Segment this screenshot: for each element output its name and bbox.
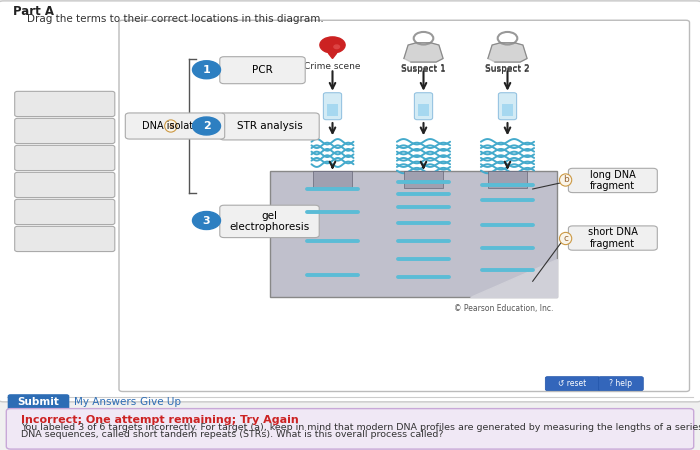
Text: Suspect 2: Suspect 2	[485, 64, 530, 73]
Text: Suspect 2: Suspect 2	[485, 65, 530, 74]
Text: Give Up: Give Up	[141, 397, 181, 407]
Circle shape	[334, 45, 340, 49]
FancyBboxPatch shape	[498, 93, 517, 120]
Text: STR analysis: STR analysis	[237, 122, 302, 131]
Text: ? help: ? help	[610, 379, 632, 388]
Text: gel
electrophoresis: gel electrophoresis	[230, 211, 309, 232]
Polygon shape	[488, 43, 527, 62]
Text: DNA sequences, called short tandem repeats (STRs). What is this overall process : DNA sequences, called short tandem repea…	[21, 430, 444, 439]
FancyBboxPatch shape	[6, 409, 694, 449]
FancyBboxPatch shape	[488, 171, 527, 188]
Text: b: b	[563, 176, 568, 184]
FancyBboxPatch shape	[418, 104, 429, 116]
FancyBboxPatch shape	[404, 171, 443, 188]
Text: a: a	[168, 122, 174, 130]
FancyBboxPatch shape	[545, 377, 600, 391]
FancyBboxPatch shape	[15, 118, 115, 144]
Text: Part A: Part A	[13, 5, 54, 18]
FancyBboxPatch shape	[327, 104, 338, 116]
Circle shape	[193, 61, 220, 79]
FancyBboxPatch shape	[220, 113, 319, 140]
Text: short DNA
fragment: short DNA fragment	[588, 227, 638, 249]
FancyBboxPatch shape	[119, 20, 690, 392]
Text: c: c	[563, 234, 568, 243]
Text: long DNA
fragment: long DNA fragment	[590, 170, 636, 191]
Text: 2: 2	[202, 121, 211, 131]
FancyBboxPatch shape	[0, 1, 700, 402]
FancyBboxPatch shape	[502, 104, 513, 116]
Text: ↺ reset: ↺ reset	[559, 379, 587, 388]
FancyBboxPatch shape	[15, 226, 115, 252]
Text: DNA isolation: DNA isolation	[142, 121, 208, 131]
FancyBboxPatch shape	[15, 199, 115, 225]
FancyBboxPatch shape	[15, 145, 115, 171]
Text: My Answers: My Answers	[74, 397, 136, 407]
FancyBboxPatch shape	[568, 226, 657, 250]
Polygon shape	[470, 259, 556, 297]
Circle shape	[193, 117, 220, 135]
Polygon shape	[328, 53, 337, 58]
FancyBboxPatch shape	[220, 205, 319, 238]
Text: © Pearson Education, Inc.: © Pearson Education, Inc.	[454, 304, 553, 313]
Text: 1: 1	[202, 65, 211, 75]
FancyBboxPatch shape	[270, 171, 556, 297]
Circle shape	[320, 37, 345, 53]
FancyBboxPatch shape	[414, 93, 433, 120]
Text: PCR: PCR	[252, 65, 273, 75]
Text: Suspect 1: Suspect 1	[401, 65, 446, 74]
Polygon shape	[404, 43, 443, 62]
FancyBboxPatch shape	[220, 57, 305, 84]
Text: Crime scene: Crime scene	[304, 62, 360, 71]
Text: Submit: Submit	[18, 397, 60, 407]
Text: Drag the terms to their correct locations in this diagram.: Drag the terms to their correct location…	[27, 14, 323, 24]
FancyBboxPatch shape	[568, 168, 657, 193]
FancyBboxPatch shape	[598, 377, 643, 391]
FancyBboxPatch shape	[125, 113, 225, 139]
FancyBboxPatch shape	[8, 394, 69, 410]
FancyBboxPatch shape	[313, 171, 352, 188]
FancyBboxPatch shape	[323, 93, 342, 120]
Text: 3: 3	[203, 216, 210, 225]
Text: Suspect 1: Suspect 1	[401, 64, 446, 73]
Text: You labeled 3 of 6 targets incorrectly. For target (a), keep in mind that modern: You labeled 3 of 6 targets incorrectly. …	[21, 423, 700, 432]
FancyBboxPatch shape	[15, 91, 115, 117]
Text: Incorrect; One attempt remaining; Try Again: Incorrect; One attempt remaining; Try Ag…	[21, 415, 299, 425]
Circle shape	[193, 212, 220, 230]
FancyBboxPatch shape	[15, 172, 115, 198]
